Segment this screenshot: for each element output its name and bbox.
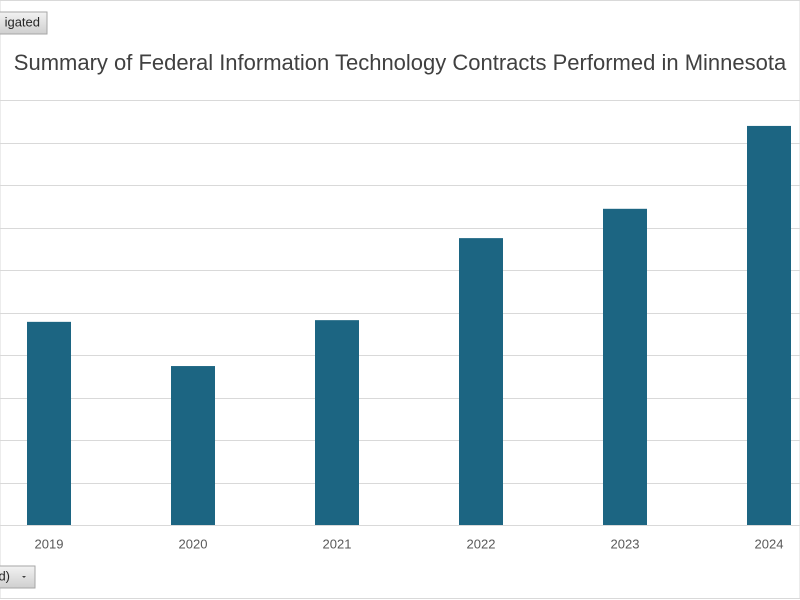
button-label[interactable]: d) [0, 568, 10, 583]
bars [27, 125, 791, 526]
grid [0, 100, 800, 526]
x-tick-label: 2019 [35, 536, 64, 551]
bar [747, 125, 791, 526]
dropdown-arrow[interactable] [22, 576, 26, 578]
button-background[interactable] [0, 565, 36, 589]
bar [171, 366, 215, 525]
x-tick-label: 2022 [467, 536, 496, 551]
x-tick-label: 2024 [755, 536, 784, 551]
bar [315, 320, 359, 525]
x-tick-label: 2021 [323, 536, 352, 551]
x-tick-label: 2023 [611, 536, 640, 551]
button-label[interactable]: igated [5, 14, 40, 29]
bar [27, 321, 71, 525]
button-background[interactable] [0, 11, 48, 35]
x-tick-label: 2020 [179, 536, 208, 551]
filter-button[interactable]: igated [0, 11, 48, 35]
axis-field-button[interactable]: d) [0, 565, 36, 589]
chart-title: Summary of Federal Information Technolog… [14, 50, 787, 75]
bar [459, 238, 503, 525]
bar [603, 208, 647, 526]
